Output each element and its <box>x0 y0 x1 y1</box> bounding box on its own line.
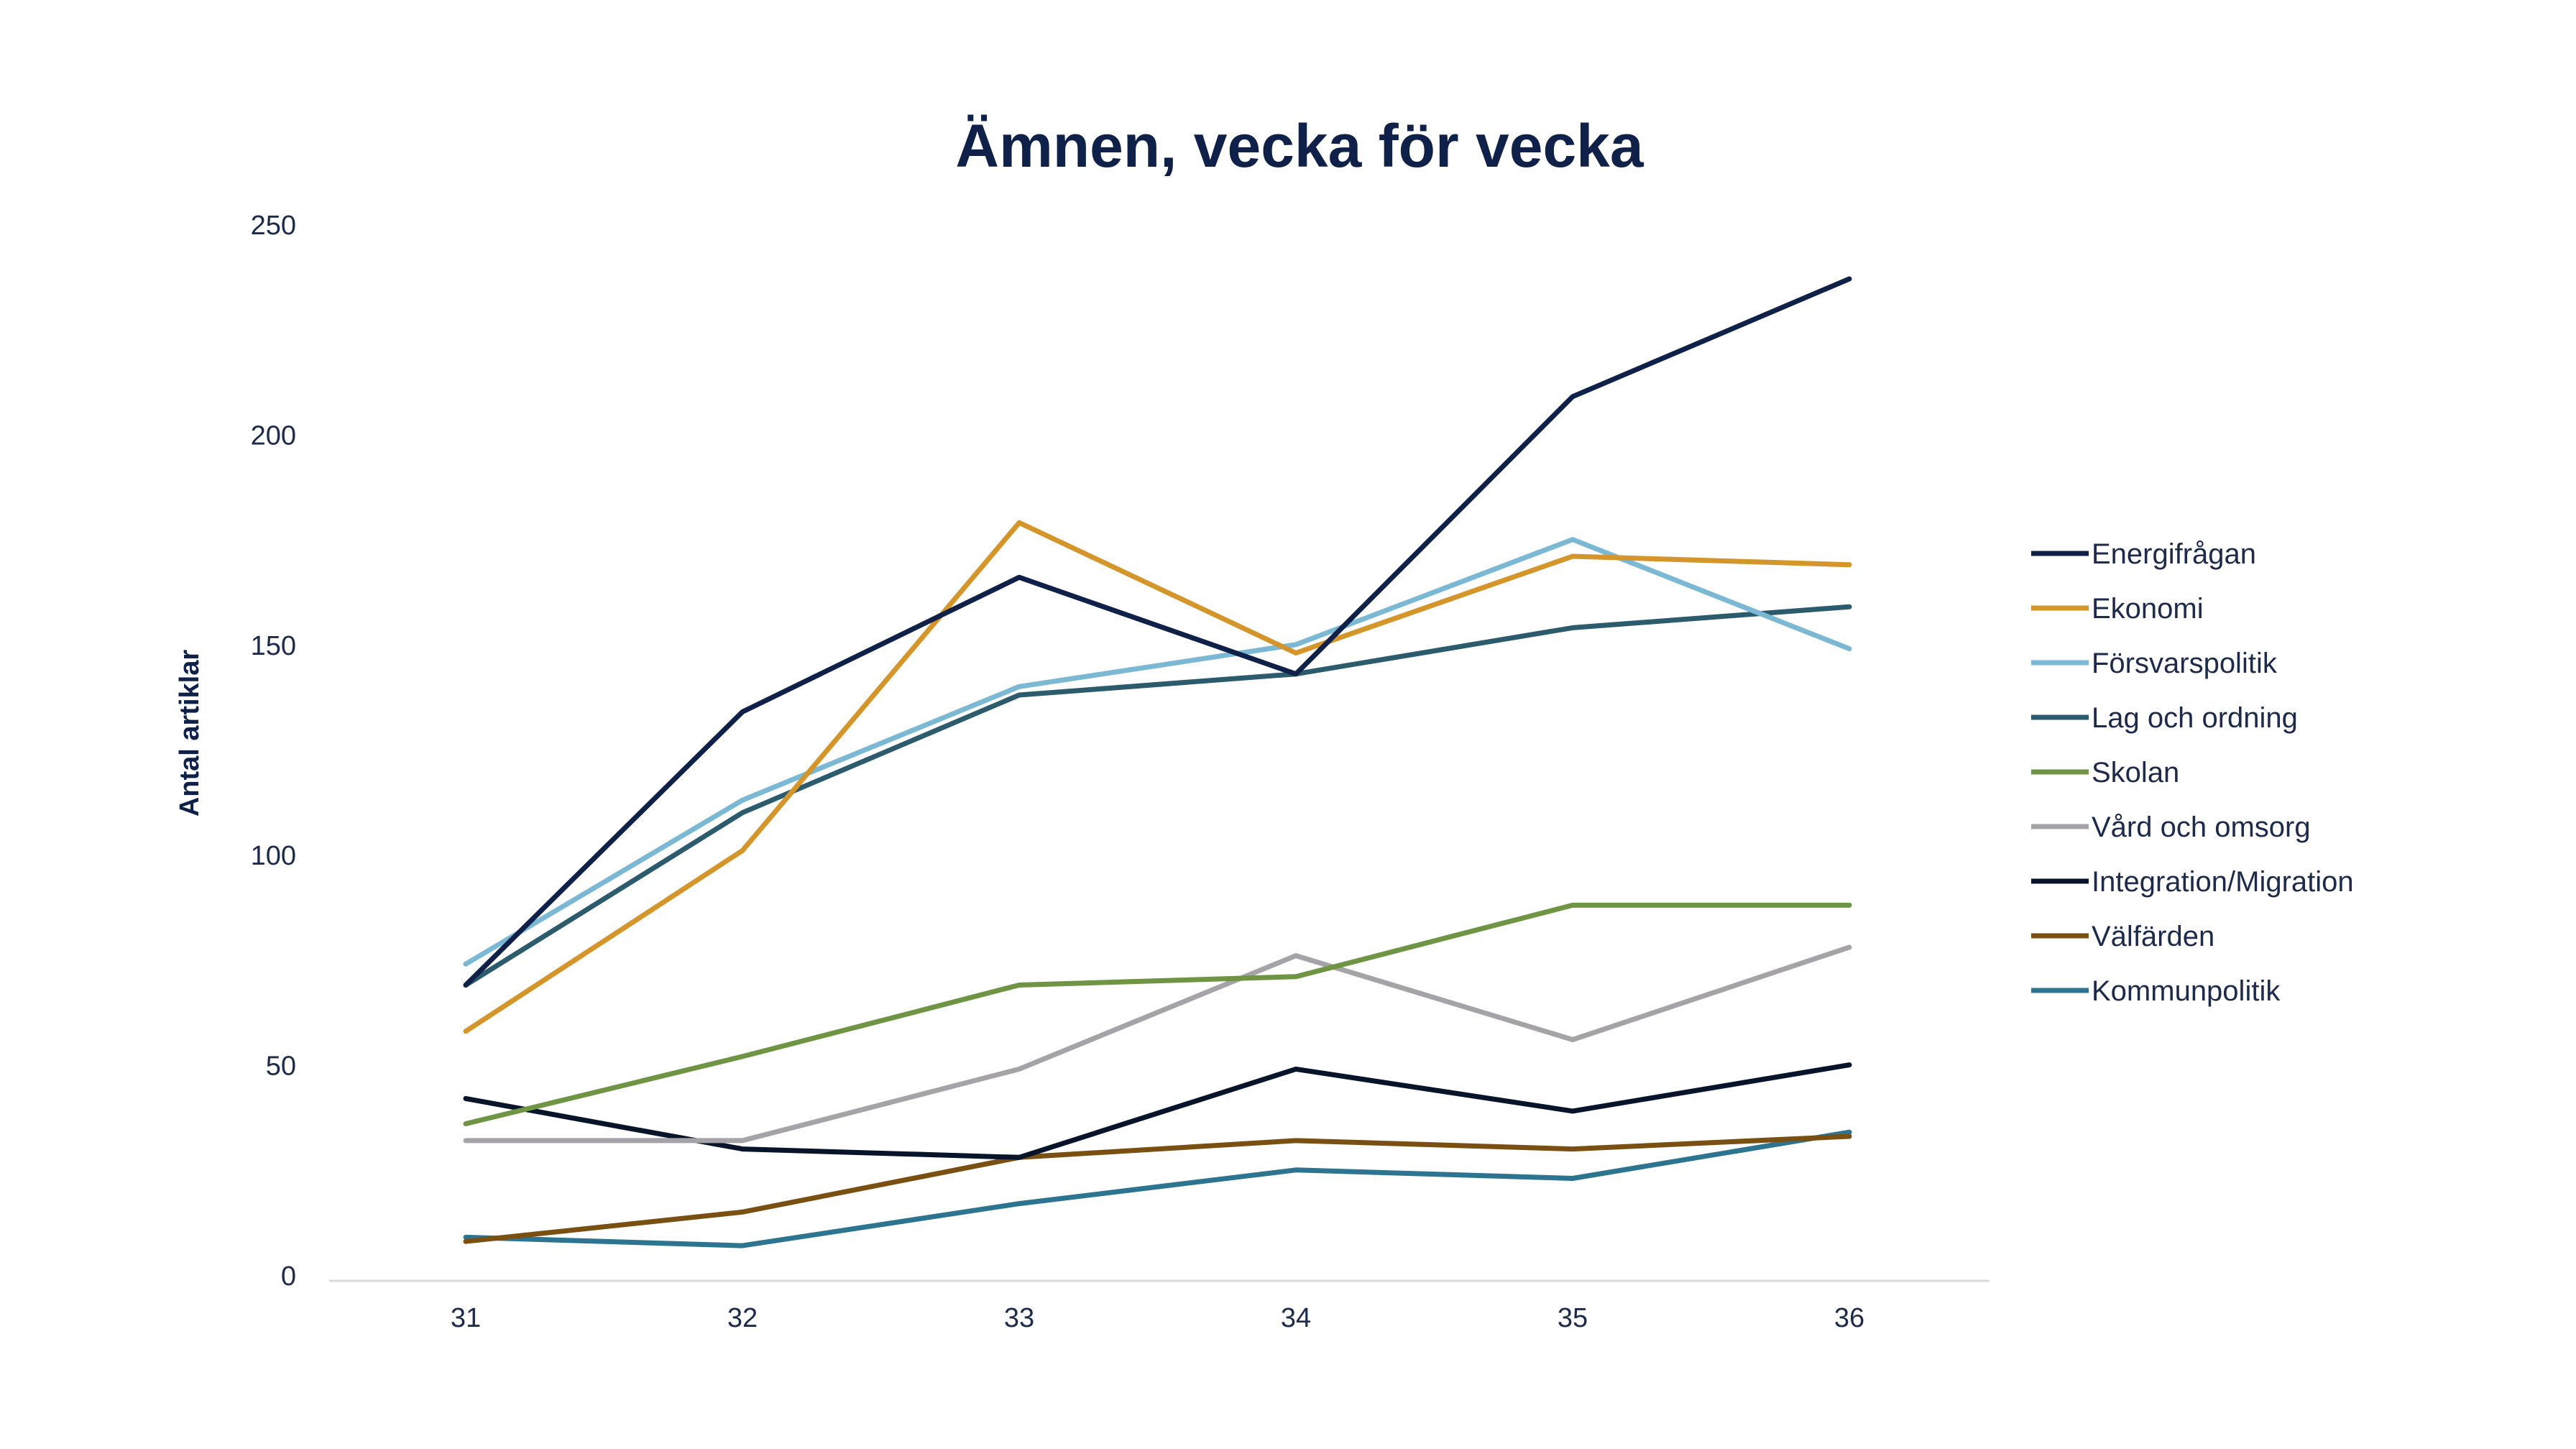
x-tick-label: 33 <box>1004 1303 1034 1333</box>
y-tick-label: 150 <box>251 631 296 661</box>
legend-label: Skolan <box>2092 757 2179 788</box>
series-lines <box>463 276 1852 1248</box>
x-axis-ticks: 31 32 33 34 35 36 <box>451 1303 1864 1333</box>
legend-label: Lag och ordning <box>2092 702 2298 734</box>
legend-label: Energifrågan <box>2092 538 2256 570</box>
y-axis-ticks: 0 50 100 150 200 250 <box>251 211 296 1292</box>
series-line-välfärden <box>463 1133 1852 1244</box>
y-tick-label: 0 <box>281 1261 296 1292</box>
series-line-lag-och-ordning <box>463 604 1852 988</box>
legend-label: Kommunpolitik <box>2092 975 2281 1007</box>
series-line-vård-och-omsorg <box>463 944 1852 1144</box>
y-tick-label: 100 <box>251 841 296 871</box>
series-line-energifrågan <box>463 276 1852 988</box>
series-line-skolan <box>463 902 1852 1126</box>
legend-label: Integration/Migration <box>2092 866 2354 898</box>
x-tick-label: 35 <box>1558 1303 1588 1333</box>
legend: Energifrågan Ekonomi Försvarspolitik Lag oc… <box>2031 538 2354 1007</box>
x-tick-label: 34 <box>1281 1303 1311 1333</box>
legend-label: Vård och omsorg <box>2092 811 2311 843</box>
legend-label: Försvarspolitik <box>2092 648 2278 679</box>
y-tick-label: 250 <box>251 211 296 241</box>
x-tick-label: 36 <box>1834 1303 1864 1333</box>
legend-label: Välfärden <box>2092 921 2214 952</box>
series-line-försvarspolitik <box>463 537 1852 967</box>
chart-title: Ämnen, vecka för vecka <box>955 112 1644 180</box>
x-tick-label: 31 <box>451 1303 481 1333</box>
y-axis-label: Antal artiklar <box>175 650 205 817</box>
series-line-ekonomi <box>463 520 1852 1034</box>
y-tick-label: 200 <box>251 420 296 451</box>
x-tick-label: 32 <box>727 1303 758 1333</box>
y-tick-label: 50 <box>266 1052 296 1082</box>
legend-label: Ekonomi <box>2092 593 2204 625</box>
series-line-kommunpolitik <box>463 1129 1852 1248</box>
